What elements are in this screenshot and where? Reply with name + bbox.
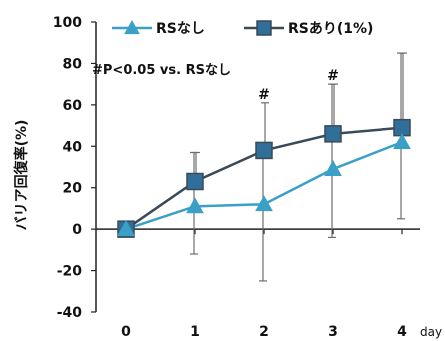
legend-marker (256, 20, 272, 36)
error-bars (190, 52, 407, 282)
data-point (255, 141, 273, 160)
y-tick-label: 20 (63, 181, 83, 197)
y-tick-label: 80 (63, 56, 83, 72)
legend-marker (124, 19, 140, 35)
annotation-note: #P<0.05 vs. RSなし (92, 63, 231, 78)
x-tick-label: 2 (259, 324, 269, 340)
x-tick-labels: 0 1 2 3 4 (121, 324, 407, 340)
legend-label: RSなし (156, 21, 205, 37)
significance-mark: # (258, 87, 270, 103)
data-point (324, 160, 342, 176)
x-tick-label: 1 (190, 324, 200, 340)
y-tick-label: -40 (57, 305, 83, 321)
data-point (117, 220, 135, 237)
x-tick-label: 0 (121, 324, 131, 340)
x-axis-unit: day (420, 325, 442, 339)
y-tick-label: 60 (63, 98, 83, 114)
y-tick-labels: 100 80 60 40 20 0 -20 -40 (53, 15, 82, 321)
data-point (255, 195, 273, 212)
y-tick-label: 0 (72, 222, 82, 238)
x-tick-label: 3 (328, 324, 338, 340)
data-point (186, 172, 204, 191)
axes (91, 21, 420, 313)
data-point (393, 133, 411, 150)
significance-mark: # (327, 68, 339, 84)
y-tick-label: 100 (53, 15, 82, 31)
data-point (186, 197, 204, 214)
y-tick-label: -20 (57, 264, 83, 280)
legend-label: RSあり(1%) (288, 21, 373, 37)
y-axis-label: バリア回復率(%) (13, 120, 30, 231)
x-tick-label: 4 (397, 324, 407, 340)
series-markers (117, 118, 411, 238)
significance-marks: ## (258, 68, 339, 103)
legend: RSなし RSあり(1%) (112, 19, 373, 37)
y-tick-label: 40 (63, 139, 83, 155)
data-point (324, 125, 342, 143)
